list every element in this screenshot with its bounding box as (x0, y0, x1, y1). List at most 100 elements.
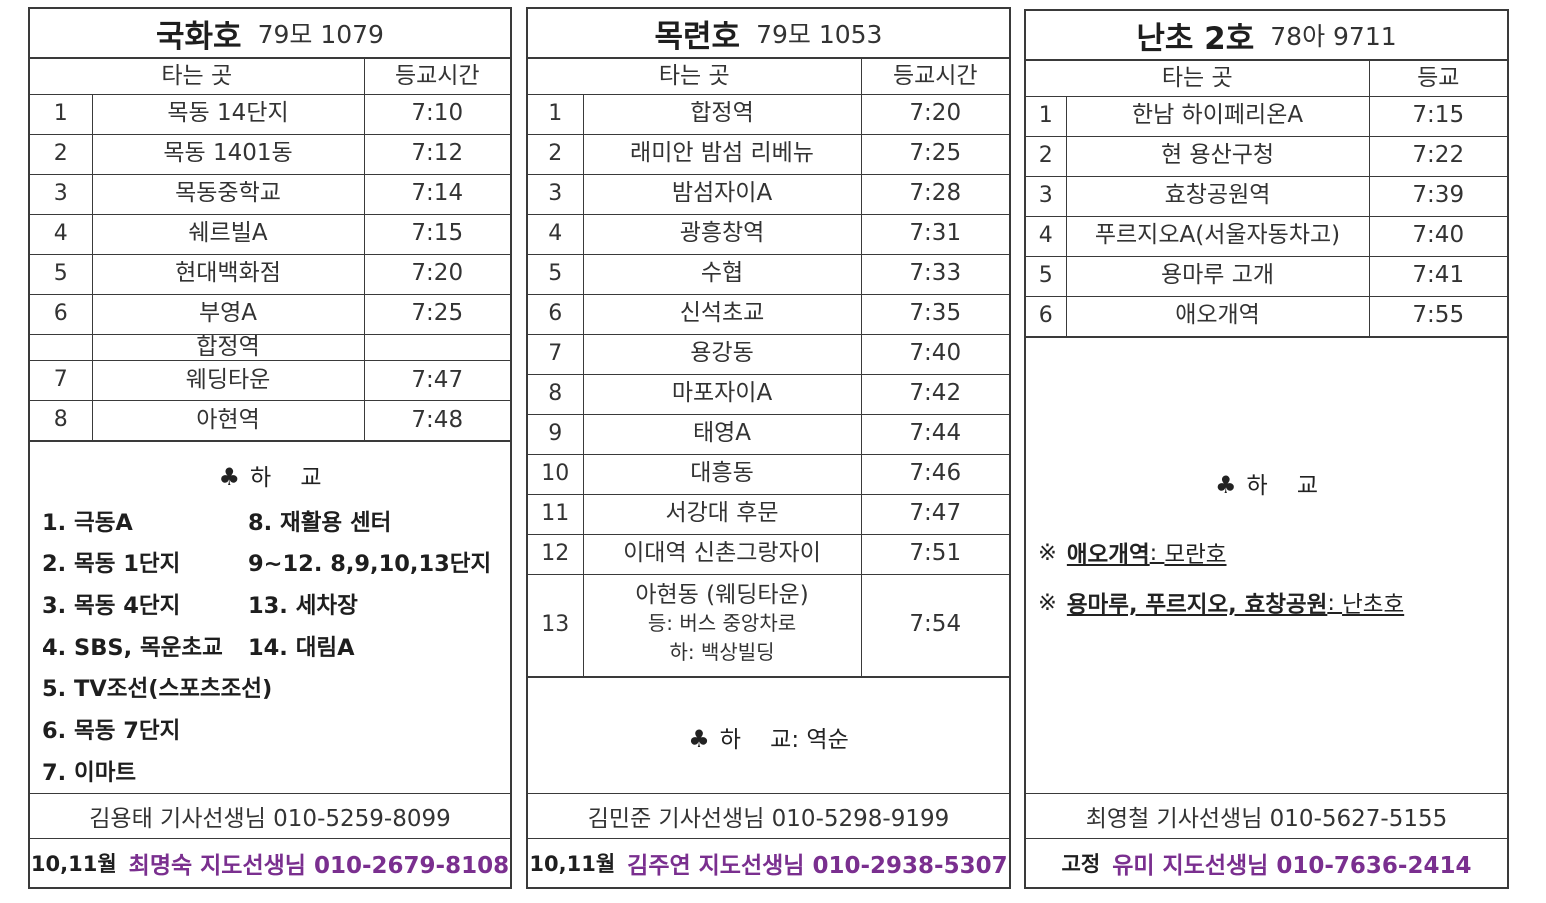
return-header: ♣ 하 교 (30, 442, 510, 492)
stop-name: 마포자이A (582, 373, 862, 415)
stop-no: 7 (528, 333, 584, 375)
panel-title: 국화호 79모 1079 (30, 9, 510, 59)
bus-name: 목련호 (654, 18, 741, 55)
stop-name: 신석초교 (582, 293, 862, 335)
stop-time: 7:47 (860, 493, 1009, 535)
list-item: ※ 용마루, 푸르지오, 효창공원: 난초호 (1038, 578, 1404, 628)
table-row: 12 이대역 신촌그랑자이 7:51 (528, 533, 1009, 575)
list-item: 3. 목동 4단지 13. 세차장 (42, 583, 491, 625)
stop-name: 푸르지오A(서울자동차고) (1065, 215, 1370, 257)
driver-contact: 최영철 기사선생님 010-5627-5155 (1026, 793, 1507, 839)
stop-time: 7:15 (1368, 95, 1507, 137)
table-row: 8 마포자이A 7:42 (528, 373, 1009, 415)
list-item: ※ 애오개역: 모란호 (1038, 528, 1404, 578)
bus-plate: 78아 9711 (1270, 22, 1397, 51)
stop-time: 7:48 (363, 399, 510, 441)
table-row: 3 목동중학교 7:14 (30, 173, 510, 215)
stop-name: 태영A (582, 413, 862, 455)
return-stop: 14. 대림A (248, 634, 355, 661)
stop-no: 13 (528, 573, 584, 677)
stop-name: 밤섬자이A (582, 173, 862, 215)
stop-no: 8 (528, 373, 584, 415)
table-row: 7 용강동 7:40 (528, 333, 1009, 375)
stop-no: 4 (528, 213, 584, 255)
stop-name: 효창공원역 (1065, 175, 1370, 217)
return-section: ♣ 하 교: 역순 (528, 676, 1009, 792)
panel-title: 목련호 79모 1053 (528, 9, 1009, 59)
stop-name: 서강대 후문 (582, 493, 862, 535)
return-stop: 3. 목동 4단지 (42, 593, 181, 620)
table-row: 11 서강대 후문 7:47 (528, 493, 1009, 535)
stop-name: 수협 (582, 253, 862, 295)
return-stop: 4. SBS, 목운초교 (42, 634, 223, 661)
stop-name: 쉐르빌A (91, 213, 365, 255)
teacher-contact: 고정 유미 지도선생님 010-7636-2414 (1026, 839, 1507, 887)
stop-name: 목동 1401동 (91, 133, 365, 175)
stop-no: 9 (528, 413, 584, 455)
stop-time: 7:14 (363, 173, 510, 215)
stop-no: 11 (528, 493, 584, 535)
stop-time: 7:25 (860, 133, 1009, 175)
stop-no: 6 (1026, 295, 1067, 337)
stop-no: 12 (528, 533, 584, 575)
club-icon: ♣ (1214, 470, 1237, 499)
stop-name: 부영A (91, 293, 365, 335)
stop-no: 1 (528, 93, 584, 135)
stop-time: 7:10 (363, 93, 510, 135)
stop-name: 현 용산구청 (1065, 135, 1370, 177)
stop-no: 6 (528, 293, 584, 335)
stop-time: 7:39 (1368, 175, 1507, 217)
stop-time: 7:20 (363, 253, 510, 295)
note-place: 애오개역 (1066, 541, 1150, 568)
list-item: 7. 이마트 (42, 750, 491, 792)
stop-time: 7:12 (363, 133, 510, 175)
return-section: ♣ 하 교 1. 극동A 8. 재활용 센터 2. 목동 1단지 9~12. 8,9,… (30, 440, 510, 795)
stop-time: 7:40 (1368, 215, 1507, 257)
bus-name: 국화호 (156, 18, 242, 55)
table-row: 4 쉐르빌A 7:15 (30, 213, 510, 255)
return-stop: 2. 목동 1단지 (42, 551, 181, 578)
stop-name: 한남 하이페리온A (1065, 95, 1370, 137)
stop-boarding-note: 등: 버스 중앙차로 (647, 610, 797, 635)
stop-name: 목동 14단지 (91, 93, 365, 135)
stop-time: 7:28 (860, 173, 1009, 215)
stop-no: 5 (1026, 255, 1067, 297)
return-label: 하 교 (249, 464, 322, 491)
table-row: 4 광흥창역 7:31 (528, 213, 1009, 255)
stop-no: 5 (30, 253, 93, 295)
stop-name: 용강동 (582, 333, 862, 375)
stop-no: 1 (1026, 95, 1067, 137)
stop-time: 7:33 (860, 253, 1009, 295)
stop-no: 5 (528, 253, 584, 295)
return-stop: 1. 극동A (42, 509, 133, 536)
table-row: 합정역 (30, 333, 510, 361)
list-item: 4. SBS, 목운초교 14. 대림A (42, 625, 491, 667)
stop-no: 6 (30, 293, 93, 335)
note-mark: ※ (1038, 589, 1057, 616)
col-time-header: 등교시간 (860, 59, 1009, 95)
table-row: 3 밤섬자이A 7:28 (528, 173, 1009, 215)
return-stop-list: 1. 극동A 8. 재활용 센터 2. 목동 1단지 9~12. 8,9,10,13… (42, 500, 491, 792)
list-item: 2. 목동 1단지 9~12. 8,9,10,13단지 (42, 541, 491, 583)
driver-contact: 김민준 기사선생님 010-5298-9199 (528, 793, 1009, 839)
stop-time: 7:15 (363, 213, 510, 255)
stop-time: 7:54 (860, 573, 1009, 677)
table-row: 4 푸르지오A(서울자동차고) 7:40 (1026, 215, 1507, 257)
stop-name-cell: 아현동 (웨딩타운) 등: 버스 중앙차로 하: 백상빌딩 (582, 573, 862, 677)
stop-no: 3 (30, 173, 93, 215)
stop-alighting-note: 하: 백상빌딩 (669, 639, 775, 664)
table-row: 1 한남 하이페리온A 7:15 (1026, 95, 1507, 137)
stop-time: 7:51 (860, 533, 1009, 575)
return-stop: 13. 세차장 (248, 593, 358, 620)
table-row: 5 현대백화점 7:20 (30, 253, 510, 295)
table-row: 1 목동 14단지 7:10 (30, 93, 510, 135)
stop-no (30, 333, 93, 361)
col-time-header: 등교 (1368, 61, 1507, 97)
stop-no: 4 (30, 213, 93, 255)
table-row: 6 애오개역 7:55 (1026, 295, 1507, 337)
list-item: 1. 극동A 8. 재활용 센터 (42, 500, 491, 542)
table-row: 13 아현동 (웨딩타운) 등: 버스 중앙차로 하: 백상빌딩 7:54 (528, 573, 1009, 677)
